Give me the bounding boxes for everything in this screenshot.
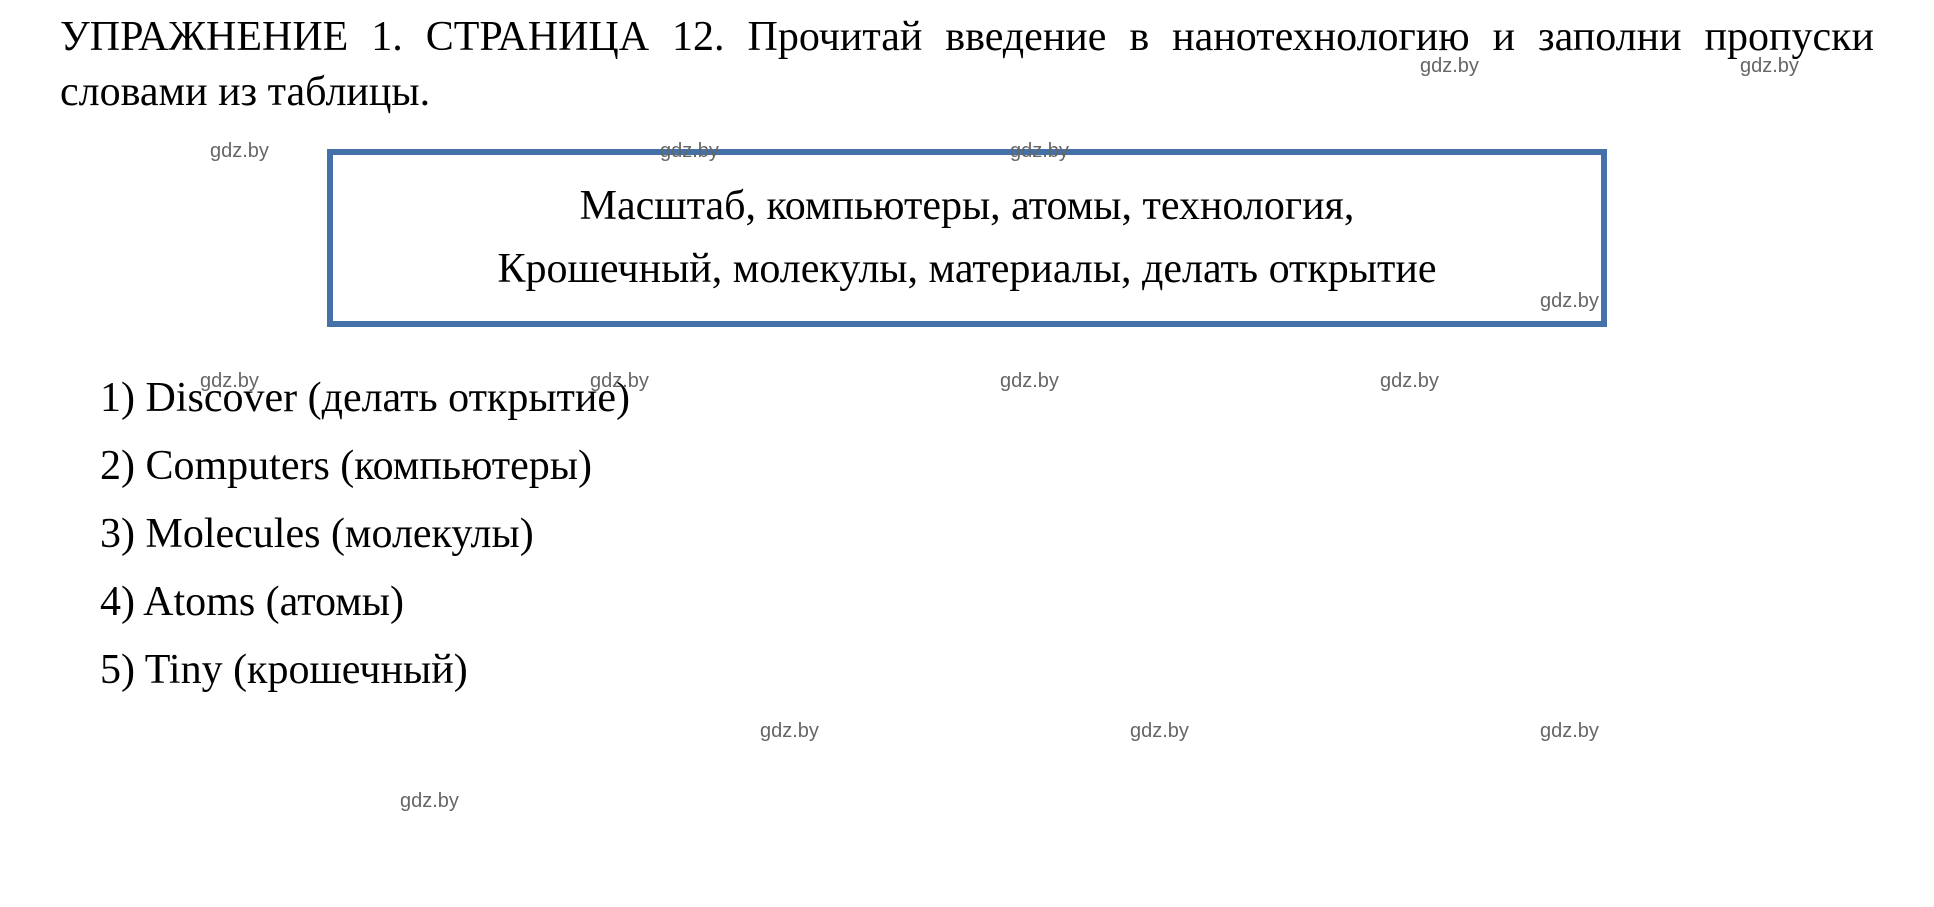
watermark-text: gdz.by: [1130, 720, 1189, 743]
watermark-text: gdz.by: [400, 790, 459, 813]
answer-item: 1) Discover (делать открытие): [100, 367, 1874, 430]
watermark-text: gdz.by: [1540, 720, 1599, 743]
word-box: Масштаб, компьютеры, атомы, технология, …: [327, 149, 1607, 327]
answer-item: 2) Computers (компьютеры): [100, 435, 1874, 498]
task-intro-text: УПРАЖНЕНИЕ 1. СТРАНИЦА 12. Прочитай введ…: [60, 14, 1874, 115]
watermark-text: gdz.by: [760, 720, 819, 743]
answers-list: 1) Discover (делать открытие) 2) Compute…: [100, 367, 1874, 702]
word-box-line-2: Крошечный, молекулы, материалы, делать о…: [363, 238, 1571, 301]
watermark-text: gdz.by: [210, 140, 269, 163]
answer-item: 5) Tiny (крошечный): [100, 639, 1874, 702]
word-box-line-1: Масштаб, компьютеры, атомы, технология,: [363, 175, 1571, 238]
answer-item: 3) Molecules (молекулы): [100, 503, 1874, 566]
task-intro-paragraph: УПРАЖНЕНИЕ 1. СТРАНИЦА 12. Прочитай введ…: [60, 10, 1874, 119]
answer-item: 4) Atoms (атомы): [100, 571, 1874, 634]
